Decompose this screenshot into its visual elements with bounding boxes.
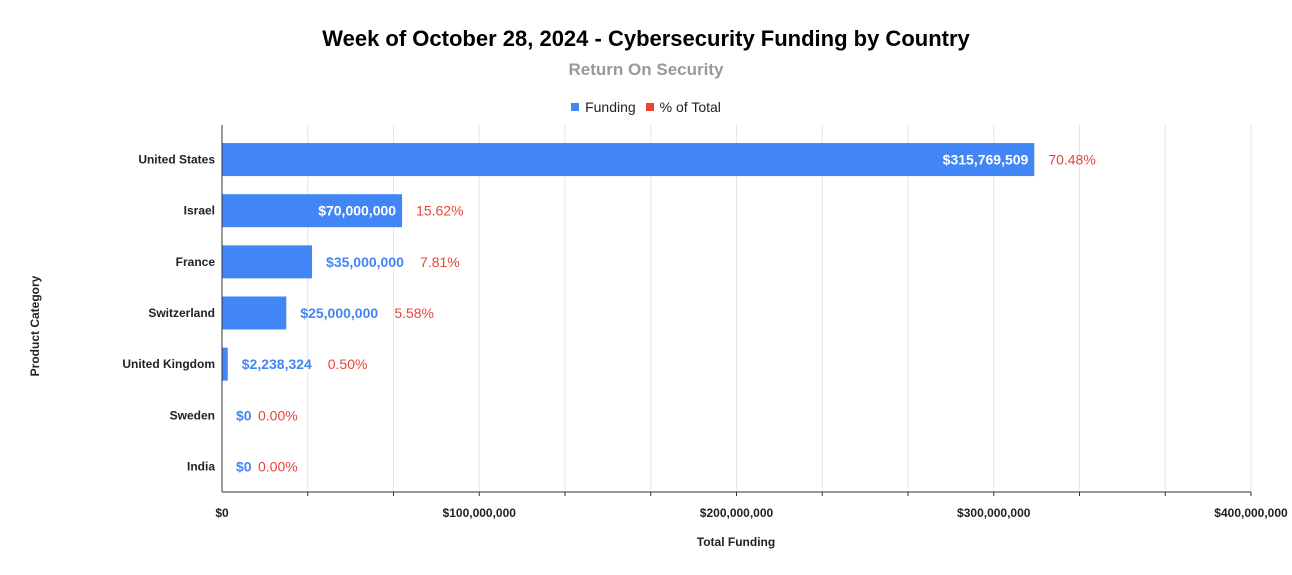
legend: Funding % of Total: [0, 99, 1292, 115]
funding-value-label: $35,000,000: [326, 254, 404, 270]
funding-value-label: $25,000,000: [300, 305, 378, 321]
percent-label: 70.48%: [1048, 152, 1095, 168]
x-tick-label: $400,000,000: [1214, 506, 1288, 520]
x-tick-label: $0: [215, 506, 229, 520]
category-label: United States: [138, 153, 215, 167]
category-label: United Kingdom: [122, 357, 215, 371]
data-labels: United States $315,769,509 70.48% Israel $70…: [122, 152, 1095, 475]
category-label: Sweden: [170, 408, 215, 422]
category-label: France: [176, 255, 216, 269]
category-label: Switzerland: [148, 306, 215, 320]
x-tick-label: $100,000,000: [443, 506, 517, 520]
percent-label: 5.58%: [394, 305, 434, 321]
legend-item-percent: % of Total: [645, 99, 721, 115]
category-label: India: [187, 459, 215, 473]
gridlines: [307, 125, 1252, 492]
funding-bar: [222, 347, 228, 381]
legend-swatch-funding: [571, 103, 580, 111]
percent-label: 0.00%: [258, 458, 298, 474]
category-label: Israel: [184, 204, 215, 218]
legend-label-funding: Funding: [585, 99, 636, 115]
legend-swatch-percent: [645, 103, 654, 111]
x-tick-label: $300,000,000: [957, 506, 1031, 520]
x-tick-label: $200,000,000: [700, 506, 774, 520]
funding-value-label: $0: [236, 458, 252, 474]
chart-subtitle: Return On Security: [568, 60, 724, 79]
funding-value-label: $315,769,509: [943, 152, 1029, 168]
bars: [222, 143, 1035, 381]
funding-value-label: $2,238,324: [242, 356, 312, 372]
x-axis-title: Total Funding: [697, 535, 775, 549]
percent-label: 0.50%: [328, 356, 368, 372]
funding-bar: [222, 296, 287, 330]
funding-value-label: $70,000,000: [318, 203, 396, 219]
percent-label: 7.81%: [420, 254, 460, 270]
funding-value-label: $0: [236, 407, 252, 423]
axes: $0 $100,000,000 $200,000,000 $300,000,000 $4…: [215, 125, 1288, 520]
chart-title: Week of October 28, 2024 - Cybersecurity…: [322, 26, 970, 51]
percent-label: 15.62%: [416, 203, 463, 219]
funding-bar: [222, 245, 313, 279]
legend-label-percent: % of Total: [659, 99, 721, 115]
y-axis-title: Product Category: [28, 275, 42, 376]
legend-item-funding: Funding: [571, 99, 636, 115]
percent-label: 0.00%: [258, 407, 298, 423]
funding-bar: [222, 143, 1035, 177]
funding-bar: [222, 194, 403, 228]
